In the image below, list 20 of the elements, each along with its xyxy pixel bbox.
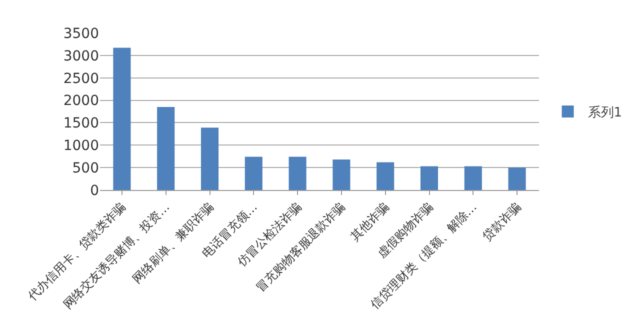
y-tick-label: 2500 (63, 70, 99, 87)
bar (200, 128, 219, 190)
bar (332, 160, 350, 190)
bar (157, 107, 175, 190)
bar (420, 166, 438, 190)
y-tick-label: 0 (90, 182, 99, 199)
y-tick-label: 2000 (63, 93, 99, 110)
y-tick-label: 500 (72, 160, 99, 176)
bar (244, 156, 262, 190)
y-tick-label: 3000 (63, 48, 99, 64)
y-tick-label: 3500 (63, 26, 99, 42)
x-tick-label: 贷款诈骗 (480, 200, 524, 244)
y-tick-label: 1000 (63, 138, 99, 154)
bar (376, 162, 394, 190)
bar (508, 168, 526, 190)
bar (113, 48, 131, 190)
bar (288, 156, 306, 190)
legend-label: 系列1 (588, 106, 622, 121)
y-tick-label: 1500 (63, 116, 99, 132)
bar (464, 166, 482, 190)
